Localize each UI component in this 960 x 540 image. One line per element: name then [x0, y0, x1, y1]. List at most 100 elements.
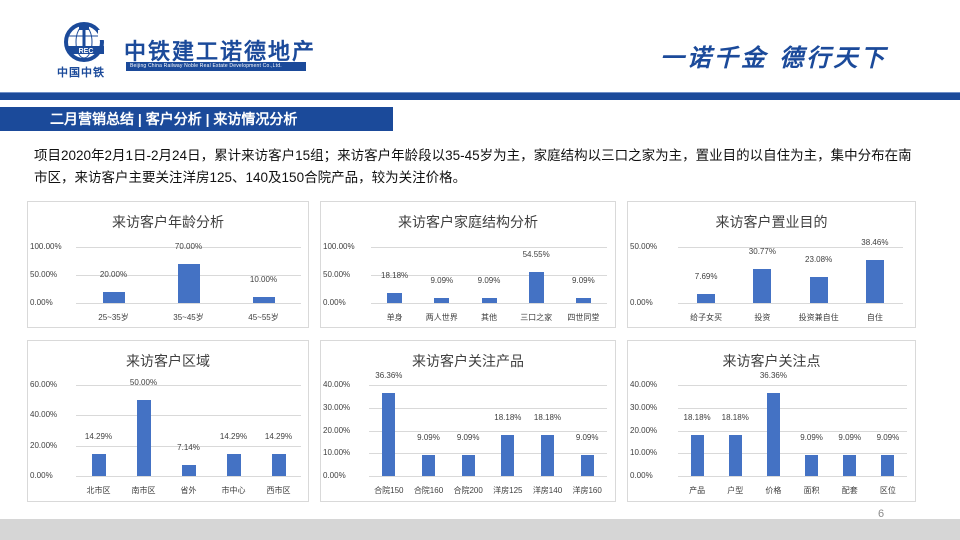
y-axis-tick-label: 100.00% — [323, 242, 355, 251]
plot-area: 0.00% 50.00% 7.69% 给子女买 30.77% 投资 23.08% 投资兼自住 3… — [630, 238, 903, 322]
bar — [91, 454, 106, 476]
y-axis-tick-label: 30.00% — [630, 402, 658, 412]
data-label: 9.09% — [800, 433, 823, 443]
gridline — [371, 303, 607, 304]
data-label: 18.18% — [721, 412, 749, 422]
x-axis-category-label: 投资兼自住 — [798, 313, 839, 322]
y-axis-tick-label: 10.00% — [323, 448, 351, 458]
bar — [541, 434, 554, 476]
data-label: 9.09% — [876, 433, 900, 443]
y-axis-tick-label: 60.00% — [30, 380, 58, 389]
gridline — [76, 415, 301, 417]
company-logo-icon: REC — [60, 22, 112, 62]
gridline — [76, 385, 301, 386]
gridline — [369, 385, 607, 386]
data-label: 30.77% — [748, 246, 776, 256]
y-axis-tick-label: 0.00% — [630, 298, 653, 307]
bar — [728, 434, 742, 476]
data-label: 10.00% — [249, 275, 278, 285]
gridline — [371, 247, 607, 248]
y-axis-tick-label: 30.00% — [323, 402, 351, 412]
y-axis-tick-label: 0.00% — [30, 471, 53, 480]
data-label: 9.09% — [430, 275, 454, 285]
data-label: 9.09% — [477, 275, 501, 285]
bar — [271, 454, 286, 476]
data-label: 18.18% — [494, 412, 522, 422]
gridline — [678, 247, 903, 248]
data-label: 9.09% — [417, 433, 440, 443]
chart-title: 来访客户关注产品 — [412, 353, 524, 369]
bar — [382, 393, 396, 476]
x-axis-category-label: 合院150 — [374, 486, 404, 495]
gridline — [369, 453, 607, 455]
bar — [422, 455, 435, 476]
x-axis-category-label: 西市区 — [266, 486, 291, 495]
bar — [843, 455, 857, 476]
x-axis-category-label: 北市区 — [86, 486, 111, 495]
logo-caption: 中国中铁 — [57, 67, 105, 79]
bar — [575, 297, 591, 303]
gridline — [678, 385, 907, 386]
x-axis-category-label: 户型 — [727, 486, 744, 495]
gridline — [678, 430, 907, 432]
data-label: 14.29% — [264, 432, 293, 442]
gridline — [369, 407, 607, 409]
bar — [252, 297, 275, 303]
x-axis-category-label: 南市区 — [131, 486, 156, 495]
x-axis-category-label: 配套 — [841, 486, 858, 495]
svg-text:REC: REC — [79, 48, 94, 55]
x-axis-category-label: 价格 — [765, 486, 782, 495]
chart-title: 来访客户关注点 — [722, 353, 821, 369]
gridline — [369, 430, 607, 432]
x-axis-category-label: 面积 — [803, 486, 820, 495]
data-label: 38.46% — [861, 237, 889, 247]
x-axis-category-label: 自住 — [866, 313, 883, 322]
y-axis-tick-label: 40.00% — [630, 380, 658, 389]
y-axis-tick-label: 20.00% — [30, 440, 58, 450]
y-axis-tick-label: 20.00% — [323, 425, 351, 435]
plot-area: 0.00% 50.00% 100.00% 20.00% 25~35岁 70.00% 35~4… — [30, 242, 301, 322]
x-axis-category-label: 单身 — [386, 313, 403, 322]
bar — [226, 454, 241, 476]
section-title: 二月营销总结 | 客户分析 | 来访情况分析 — [0, 107, 393, 131]
bar — [805, 455, 819, 476]
y-axis-tick-label: 40.00% — [30, 410, 58, 420]
x-axis-category-label: 洋房125 — [493, 486, 523, 495]
footer-band — [0, 519, 960, 540]
y-axis-tick-label: 0.00% — [630, 471, 653, 480]
gridline — [76, 303, 301, 304]
chart-title: 来访客户年龄分析 — [112, 214, 224, 230]
bar — [528, 272, 544, 303]
data-label: 9.09% — [575, 433, 599, 443]
data-label: 20.00% — [99, 269, 128, 279]
chart-title: 来访客户区域 — [126, 353, 210, 369]
bar-chart: 来访客户区域 0.00% 20.00% 40.00% 60.00% 14.29% 北市区 50… — [27, 340, 309, 502]
bar — [697, 294, 716, 303]
summary-text: 项目2020年2月1日-2月24日，累计来访客户15组；来访客户年龄段以35-4… — [34, 148, 912, 185]
y-axis-tick-label: 10.00% — [630, 448, 658, 458]
y-axis-tick-label: 100.00% — [30, 242, 62, 251]
brand-english-name: Beijing China Railway Noble Real Estate … — [126, 62, 306, 71]
x-axis-category-label: 合院200 — [453, 486, 483, 495]
y-axis-tick-label: 0.00% — [323, 471, 346, 480]
page-number: 6 — [878, 508, 885, 520]
bar — [102, 291, 125, 303]
y-axis-tick-label: 0.00% — [30, 298, 53, 307]
gridline — [76, 476, 301, 477]
plot-area: 0.00% 50.00% 100.00% 18.18% 单身 9.09% 两人世界 9.09%… — [323, 242, 607, 322]
bar — [881, 455, 895, 476]
bar — [461, 455, 475, 476]
data-label: 23.08% — [805, 255, 833, 265]
data-label: 7.14% — [177, 443, 200, 453]
bar — [387, 292, 403, 303]
bar — [809, 277, 828, 303]
brand-name: 中铁建工诺德地产 — [124, 40, 317, 65]
bar-chart: 来访客户年龄分析 0.00% 50.00% 100.00% 20.00% 25~35岁 70… — [27, 201, 309, 328]
y-axis-tick-label: 50.00% — [323, 270, 351, 279]
data-label: 9.09% — [456, 433, 480, 443]
bar-chart: 来访客户置业目的 0.00% 50.00% 7.69% 给子女买 30.77% 投资 23.0… — [627, 201, 916, 328]
y-axis-tick-label: 20.00% — [630, 425, 658, 435]
gridline — [369, 476, 607, 477]
data-label: 18.18% — [533, 412, 562, 422]
bar-chart: 来访客户关注点 0.00% 10.00% 20.00% 30.00% 40.00% 18.1… — [627, 340, 916, 502]
